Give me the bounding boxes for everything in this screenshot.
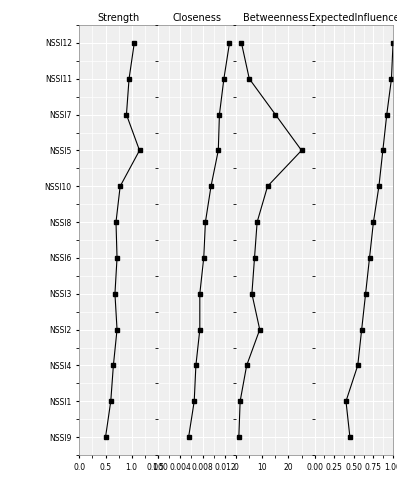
Title: Betweenness: Betweenness bbox=[243, 13, 308, 23]
Title: Strength: Strength bbox=[98, 13, 140, 23]
Title: Closeness: Closeness bbox=[173, 13, 222, 23]
Title: ExpectedInfluence: ExpectedInfluence bbox=[308, 13, 397, 23]
